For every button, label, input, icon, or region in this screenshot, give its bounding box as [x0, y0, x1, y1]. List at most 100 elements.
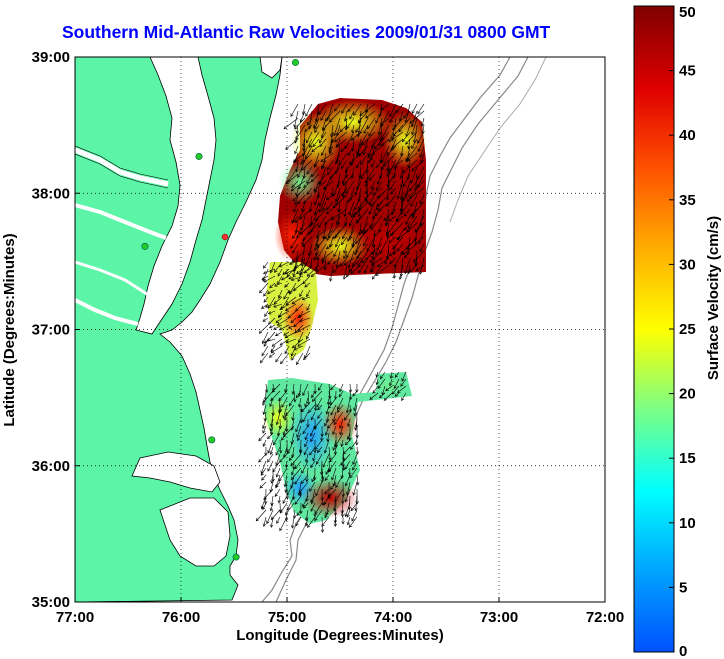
velocity-vector	[270, 481, 274, 493]
velocity-vector	[419, 145, 425, 158]
velocity-vector	[296, 229, 306, 238]
velocity-vector	[298, 331, 304, 343]
velocity-vector-head	[326, 116, 330, 121]
velocity-vector	[387, 180, 390, 200]
velocity-vector	[374, 138, 383, 150]
velocity-vector	[262, 268, 269, 282]
velocity-vector-head	[348, 396, 353, 401]
velocity-vector-head	[292, 268, 297, 272]
velocity-vector	[295, 303, 304, 312]
velocity-vector-head	[375, 120, 379, 124]
velocity-vector-head	[408, 195, 413, 199]
colorbar-tick-label: 10	[679, 515, 696, 532]
velocity-vector-head	[351, 243, 355, 247]
velocity-vector	[260, 467, 267, 476]
velocity-vector-head	[386, 184, 390, 188]
velocity-vector	[314, 236, 320, 251]
velocity-vector-head	[419, 154, 423, 158]
velocity-vector	[415, 257, 418, 267]
velocity-vector-head	[267, 311, 272, 315]
colorbar-tick-label: 15	[679, 450, 696, 467]
velocity-vector	[314, 159, 320, 168]
velocity-vector	[304, 397, 309, 407]
velocity-vector	[406, 236, 418, 250]
velocity-vector-head	[288, 457, 293, 461]
velocity-vector-head	[306, 171, 310, 175]
velocity-vector	[282, 268, 290, 275]
velocity-vector-head	[360, 176, 364, 180]
velocity-vector-head	[399, 196, 403, 201]
velocity-vector	[356, 138, 362, 154]
velocity-vector-head	[364, 179, 368, 184]
velocity-vector-head	[388, 382, 393, 387]
velocity-vector	[396, 229, 411, 241]
station-marker	[232, 553, 240, 561]
velocity-vector-head	[344, 482, 349, 487]
velocity-vector	[381, 152, 390, 170]
velocity-vector-head	[310, 438, 314, 443]
velocity-vector	[326, 243, 334, 249]
velocity-vector	[306, 488, 309, 502]
velocity-vector-head	[339, 425, 343, 429]
velocity-vector	[388, 215, 397, 222]
velocity-vector	[295, 390, 302, 398]
x-tick-label: 75:00	[268, 609, 306, 626]
velocity-vector	[301, 404, 309, 413]
pamlico-sound	[159, 497, 231, 567]
velocity-vector	[348, 516, 358, 528]
velocity-vector	[277, 275, 283, 285]
velocity-vector	[333, 243, 341, 257]
velocity-vector-head	[381, 391, 385, 396]
velocity-vector-head	[365, 115, 369, 119]
velocity-vector-head	[307, 121, 311, 126]
velocity-vector	[322, 453, 330, 468]
velocity-vector-head	[367, 125, 371, 130]
velocity-vector	[310, 502, 316, 512]
velocity-vector	[270, 345, 276, 352]
velocity-vector-head	[332, 193, 336, 197]
velocity-vector	[336, 124, 341, 136]
velocity-vector-head	[319, 143, 323, 148]
velocity-vector	[316, 453, 323, 465]
velocity-vector	[309, 446, 316, 456]
velocity-vector	[343, 257, 355, 266]
velocity-vector-head	[261, 352, 265, 357]
velocity-vector-head	[330, 486, 334, 490]
velocity-vector-head	[314, 517, 318, 522]
velocity-vector-head	[262, 265, 267, 269]
velocity-vector-head	[292, 197, 296, 202]
velocity-vector	[305, 509, 309, 521]
velocity-vector	[391, 201, 397, 215]
velocity-vector	[368, 201, 376, 215]
velocity-vector-head	[321, 260, 325, 264]
velocity-vector	[404, 257, 411, 274]
velocity-vector	[302, 411, 309, 422]
velocity-vector	[300, 488, 302, 497]
velocity-vector	[306, 131, 313, 144]
velocity-vector	[273, 324, 283, 330]
velocity-vector	[326, 201, 334, 210]
velocity-vector	[377, 257, 390, 267]
velocity-vector	[383, 392, 393, 401]
velocity-vector-head	[335, 198, 339, 203]
velocity-vector-head	[308, 144, 313, 148]
velocity-vector-head	[344, 498, 348, 503]
velocity-vector-head	[340, 241, 345, 246]
velocity-vector-head	[306, 424, 310, 428]
velocity-vector	[376, 159, 383, 168]
velocity-vector-head	[332, 269, 336, 274]
velocity-vector	[315, 229, 327, 238]
velocity-vector-head	[417, 140, 421, 144]
velocity-vector	[328, 222, 341, 239]
velocity-vector-head	[313, 257, 317, 261]
velocity-vector-head	[275, 462, 279, 466]
velocity-vector-head	[375, 381, 379, 386]
velocity-vector-head	[354, 206, 358, 211]
velocity-vector-head	[353, 112, 357, 116]
velocity-vector-head	[301, 208, 305, 213]
velocity-vector	[291, 180, 306, 192]
velocity-vector	[291, 180, 299, 188]
velocity-vector-head	[408, 269, 413, 273]
velocity-vector-head	[370, 251, 375, 255]
velocity-vector	[269, 324, 276, 329]
